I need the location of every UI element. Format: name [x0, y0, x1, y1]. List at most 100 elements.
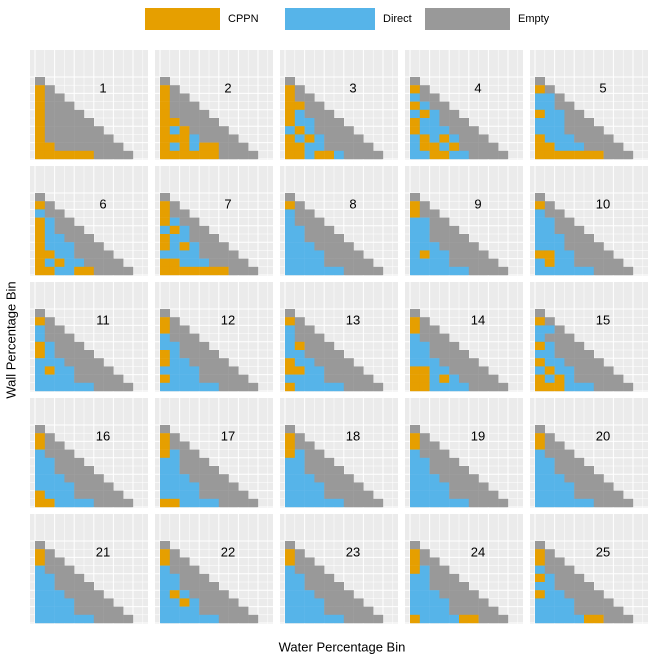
cell — [35, 101, 45, 110]
cell — [160, 333, 170, 342]
cell — [535, 498, 545, 508]
cell — [35, 449, 45, 458]
cell — [353, 366, 364, 375]
cell — [353, 134, 364, 143]
cell — [113, 498, 124, 508]
cell — [554, 366, 565, 375]
cell — [343, 242, 354, 251]
cell — [64, 498, 75, 508]
cell — [64, 382, 75, 392]
cell — [564, 250, 575, 259]
cell — [363, 142, 374, 151]
cell — [373, 382, 384, 392]
cell — [535, 250, 545, 259]
cell — [478, 482, 489, 491]
cell — [478, 614, 489, 624]
cell — [54, 482, 65, 491]
cell — [574, 234, 585, 243]
cell — [544, 258, 555, 267]
cell — [84, 242, 94, 251]
cell — [304, 118, 315, 127]
cell — [179, 266, 190, 276]
cell — [584, 134, 594, 143]
cell — [199, 234, 210, 243]
cell — [593, 258, 604, 267]
cell — [160, 482, 170, 491]
cell — [334, 606, 344, 615]
cell — [613, 150, 624, 160]
cell — [35, 466, 45, 475]
cell — [248, 150, 259, 160]
cell — [44, 598, 55, 607]
cell — [429, 590, 440, 599]
cell — [54, 358, 65, 367]
cell — [238, 606, 249, 615]
cell — [44, 606, 55, 615]
cell — [544, 449, 555, 458]
cell — [179, 209, 190, 218]
cell — [189, 482, 200, 491]
panel-label: 14 — [471, 312, 485, 327]
cell — [554, 118, 565, 127]
cell — [209, 250, 219, 259]
cell — [574, 498, 585, 508]
cell — [294, 382, 305, 392]
cell — [544, 614, 555, 624]
cell — [593, 614, 604, 624]
cell — [189, 126, 200, 135]
cell — [44, 498, 55, 508]
cell — [294, 234, 305, 243]
cell — [603, 606, 614, 615]
cell — [429, 242, 440, 251]
cell — [238, 498, 249, 508]
cell — [44, 150, 55, 160]
cell — [564, 258, 575, 267]
cell — [179, 350, 190, 359]
cell — [593, 134, 604, 143]
cell — [294, 93, 305, 102]
cell — [54, 557, 65, 566]
cell — [584, 142, 594, 151]
panel-label: 13 — [346, 312, 360, 327]
cell — [410, 77, 420, 86]
cell — [160, 582, 170, 591]
cell — [410, 482, 420, 491]
cell — [35, 250, 45, 259]
cell — [535, 242, 545, 251]
cell — [294, 350, 305, 359]
cell — [535, 449, 545, 458]
cell — [554, 449, 565, 458]
cell — [93, 366, 104, 375]
y-axis-label: Wall Percentage Bin — [3, 281, 18, 398]
cell — [334, 242, 344, 251]
cell — [179, 93, 190, 102]
cell — [189, 614, 200, 624]
cell — [84, 150, 94, 160]
cell — [169, 101, 180, 110]
cell — [179, 457, 190, 467]
cell — [160, 258, 170, 267]
cell — [314, 565, 325, 574]
cell — [209, 134, 219, 143]
cell — [449, 598, 460, 607]
cell — [419, 134, 430, 143]
cell — [419, 490, 430, 499]
cell — [334, 466, 344, 475]
cell — [544, 209, 555, 218]
cell — [209, 118, 219, 127]
cell — [449, 490, 460, 499]
cell — [419, 266, 430, 276]
cell — [54, 374, 65, 383]
cell — [35, 606, 45, 615]
cell — [294, 557, 305, 566]
cell — [468, 126, 479, 135]
cell — [304, 498, 315, 508]
panel-label: 5 — [599, 80, 606, 95]
cell — [123, 498, 134, 508]
cell — [199, 109, 210, 119]
cell — [218, 250, 229, 259]
cell — [574, 142, 585, 151]
cell — [304, 614, 315, 624]
cell — [419, 209, 430, 218]
cell — [285, 573, 295, 583]
